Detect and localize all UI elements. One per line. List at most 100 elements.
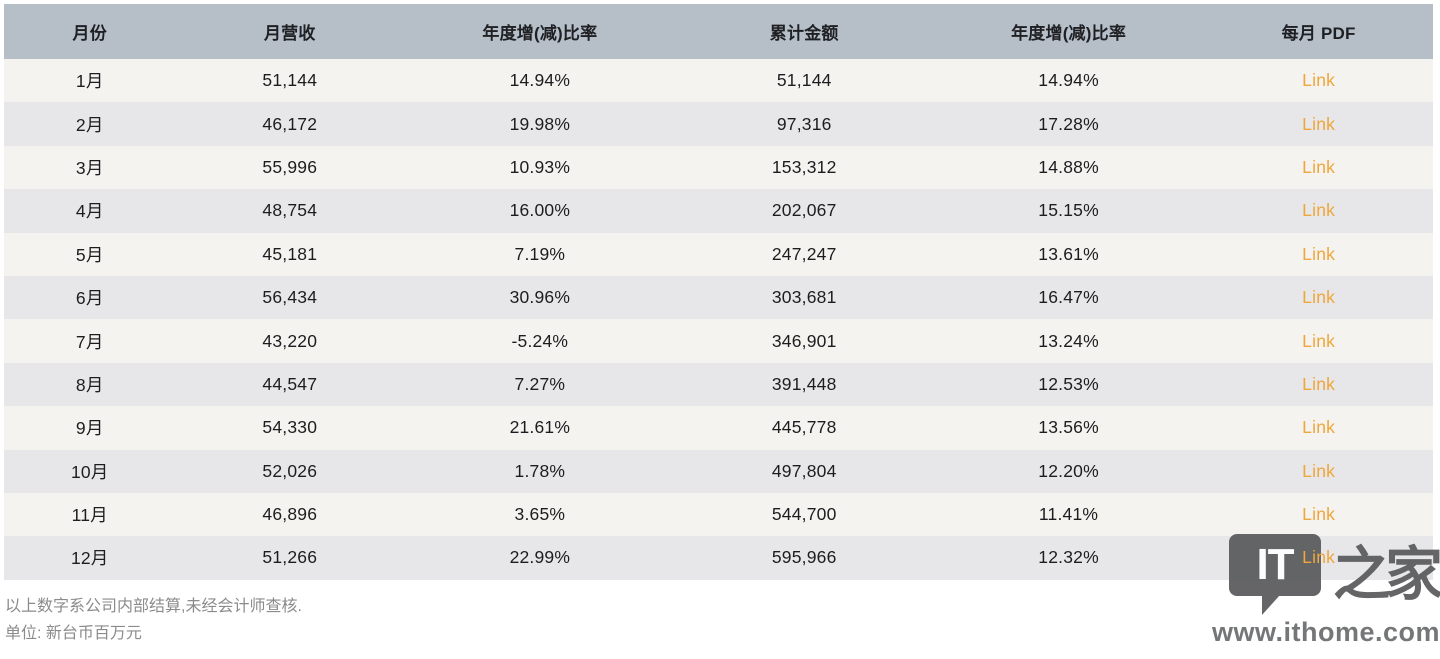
cell-yoy: -5.24% xyxy=(511,330,569,351)
pdf-link[interactable]: Link xyxy=(1302,373,1336,394)
table-row: 6月 56,434 30.96% 303,681 16.47% Link xyxy=(4,275,1433,320)
cell-month: 9月 xyxy=(75,418,104,439)
pdf-link[interactable]: Link xyxy=(1302,243,1336,264)
cell-cum_yoy: 12.53% xyxy=(1038,373,1099,394)
pdf-link[interactable]: Link xyxy=(1302,504,1336,525)
table-row: 1月 51,144 14.94% 51,144 14.94% Link xyxy=(4,59,1433,103)
pdf-link[interactable]: Link xyxy=(1302,156,1336,177)
cell-revenue: 46,172 xyxy=(262,113,318,134)
cell-pdf: Link xyxy=(1204,200,1433,221)
cell-cum_yoy: 15.15% xyxy=(1038,200,1099,221)
table-row: 10月 52,026 1.78% 497,804 12.20% Link xyxy=(4,449,1433,493)
table-body: 1月 51,144 14.94% 51,144 14.94% Link 2月 46,172 19… xyxy=(4,59,1433,580)
table-row: 3月 55,996 10.93% 153,312 14.88% Link xyxy=(4,145,1433,190)
cell-yoy: 14.94% xyxy=(509,70,571,91)
cell-yoy: 3.65% xyxy=(514,504,566,525)
cell-pdf: Link xyxy=(1204,547,1433,568)
cell-cum_yoy: 13.56% xyxy=(1038,417,1099,438)
cell-cum_yoy: 12.20% xyxy=(1038,460,1099,481)
cell-pdf: Link xyxy=(1204,70,1433,91)
cell-cum_yoy: 13.61% xyxy=(1038,243,1099,264)
cell-cumulative: 97,316 xyxy=(776,113,832,134)
revenue-table: 月份 月营收 年度增(减)比率 累计金额 年度增(减)比率 每月 PDF 1月 5… xyxy=(4,4,1433,580)
cell-revenue: 43,220 xyxy=(262,330,318,351)
ithome-logo-icon: IT xyxy=(1229,534,1321,596)
cell-month: 12月 xyxy=(70,548,109,569)
cell-cum_yoy: 12.32% xyxy=(1038,547,1099,568)
cell-cum_yoy: 14.88% xyxy=(1038,156,1099,177)
cell-cumulative: 51,144 xyxy=(776,70,832,91)
col-header-monthly-pdf: 每月 PDF xyxy=(1281,24,1356,43)
cell-cumulative: 391,448 xyxy=(771,373,837,394)
cell-cumulative: 303,681 xyxy=(771,287,837,308)
cell-revenue: 45,181 xyxy=(262,243,318,264)
table-row: 4月 48,754 16.00% 202,067 15.15% Link xyxy=(4,189,1433,233)
cell-revenue: 55,996 xyxy=(262,156,318,177)
table-row: 2月 46,172 19.98% 97,316 17.28% Link xyxy=(4,102,1433,146)
cell-revenue: 48,754 xyxy=(262,200,318,221)
cell-revenue: 52,026 xyxy=(262,460,318,481)
cell-revenue: 51,266 xyxy=(262,547,318,568)
cell-cum_yoy: 14.94% xyxy=(1038,70,1099,91)
cell-month: 1月 xyxy=(75,71,104,92)
ithome-logo-it-text: IT xyxy=(1256,540,1294,589)
pdf-link[interactable]: Link xyxy=(1302,417,1336,438)
cell-yoy: 7.27% xyxy=(514,373,566,394)
pdf-link[interactable]: Link xyxy=(1302,460,1336,481)
cell-cumulative: 202,067 xyxy=(771,200,837,221)
ithome-logo-zhijia-text: 之家 xyxy=(1333,542,1440,607)
pdf-link[interactable]: Link xyxy=(1302,287,1336,308)
cell-month: 8月 xyxy=(75,374,104,395)
cell-cum_yoy: 11.41% xyxy=(1038,504,1099,525)
cell-cumulative: 445,778 xyxy=(771,417,837,438)
cell-month: 5月 xyxy=(75,244,104,265)
table-row: 7月 43,220 -5.24% 346,901 13.24% Link xyxy=(4,319,1433,363)
table-row: 11月 46,896 3.65% 544,700 11.41% Link xyxy=(4,492,1433,537)
cell-month: 6月 xyxy=(75,288,104,309)
cell-cum_yoy: 13.24% xyxy=(1038,330,1099,351)
footnotes: 以上数字系公司内部结算,未经会计师查核. 单位: 新台币百万元 xyxy=(5,593,302,647)
cell-cumulative: 247,247 xyxy=(771,243,837,264)
cell-yoy: 10.93% xyxy=(509,156,571,177)
cell-month: 10月 xyxy=(70,461,109,482)
table-row: 9月 54,330 21.61% 445,778 13.56% Link xyxy=(4,406,1433,450)
pdf-link[interactable]: Link xyxy=(1302,70,1336,91)
cell-revenue: 51,144 xyxy=(262,70,318,91)
pdf-link[interactable]: Link xyxy=(1302,200,1336,221)
table-row: 5月 45,181 7.19% 247,247 13.61% Link xyxy=(4,232,1433,276)
pdf-link[interactable]: Link xyxy=(1302,547,1336,568)
cell-yoy: 22.99% xyxy=(509,547,571,568)
cell-month: 7月 xyxy=(75,331,104,352)
cell-pdf: Link xyxy=(1204,287,1433,308)
cell-pdf: Link xyxy=(1204,244,1433,265)
table-row: 8月 44,547 7.27% 391,448 12.53% Link xyxy=(4,362,1433,407)
cell-yoy: 1.78% xyxy=(514,460,566,481)
col-header-cum-yoy-rate: 年度增(减)比率 xyxy=(1011,24,1127,43)
table-row: 12月 51,266 22.99% 595,966 12.32% Link xyxy=(4,536,1433,580)
cell-revenue: 54,330 xyxy=(262,417,318,438)
cell-pdf: Link xyxy=(1204,374,1433,395)
cell-pdf: Link xyxy=(1204,504,1433,525)
cell-cumulative: 544,700 xyxy=(771,504,837,525)
cell-yoy: 7.19% xyxy=(514,243,566,264)
cell-revenue: 46,896 xyxy=(262,504,318,525)
cell-pdf: Link xyxy=(1204,417,1433,438)
col-header-monthly-revenue: 月营收 xyxy=(263,24,316,43)
cell-yoy: 16.00% xyxy=(509,200,571,221)
ithome-url-text: www.ithome.com xyxy=(1212,617,1440,647)
ithome-watermark: IT 之家 www.ithome.com xyxy=(1200,519,1440,659)
table-header-row: 月份 月营收 年度增(减)比率 累计金额 年度增(减)比率 每月 PDF xyxy=(4,4,1433,59)
pdf-link[interactable]: Link xyxy=(1302,113,1336,134)
cell-pdf: Link xyxy=(1204,157,1433,178)
col-header-month: 月份 xyxy=(72,24,107,43)
cell-cum_yoy: 17.28% xyxy=(1038,113,1099,134)
cell-cumulative: 497,804 xyxy=(771,460,837,481)
cell-revenue: 44,547 xyxy=(262,373,318,394)
cell-cumulative: 346,901 xyxy=(771,330,837,351)
pdf-link[interactable]: Link xyxy=(1302,330,1336,351)
col-header-yoy-rate: 年度增(减)比率 xyxy=(482,24,598,43)
cell-pdf: Link xyxy=(1204,331,1433,352)
cell-revenue: 56,434 xyxy=(262,287,318,308)
cell-cum_yoy: 16.47% xyxy=(1038,287,1099,308)
cell-yoy: 19.98% xyxy=(509,113,571,134)
